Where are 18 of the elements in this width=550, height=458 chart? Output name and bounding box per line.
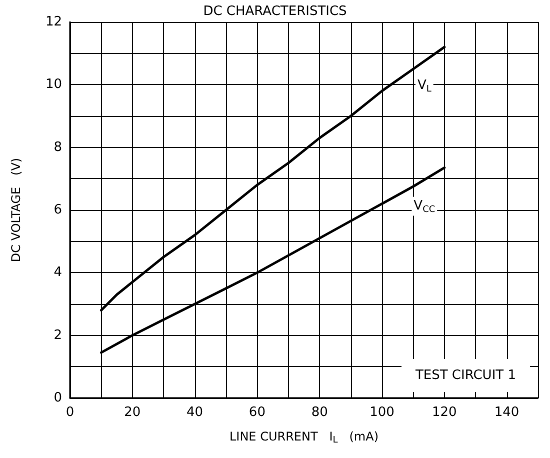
y-tick-label: 6 [54,202,62,218]
x-tick-label: 100 [370,405,394,420]
x-tick-label: 140 [494,405,520,420]
x-tick-label: 20 [124,405,141,420]
chart-title: DC CHARACTERISTICS [203,4,347,19]
annotation: TEST CIRCUIT 1 [414,368,516,383]
x-tick-label: 60 [248,405,266,420]
y-tick-label: 8 [54,140,62,155]
y-tick-label: 0 [54,390,62,406]
y-tick-label: 12 [45,14,62,30]
x-tick-label: 40 [186,405,204,420]
y-tick-label: 2 [54,328,62,343]
x-tick-label: 120 [432,405,457,420]
x-tick-label: 80 [311,405,328,420]
y-tick-label: 10 [45,77,62,92]
x-tick-label: 0 [66,405,74,420]
y-tick-label: 4 [54,265,62,280]
y-axis-title: DC VOLTAGE (V) [9,158,23,262]
